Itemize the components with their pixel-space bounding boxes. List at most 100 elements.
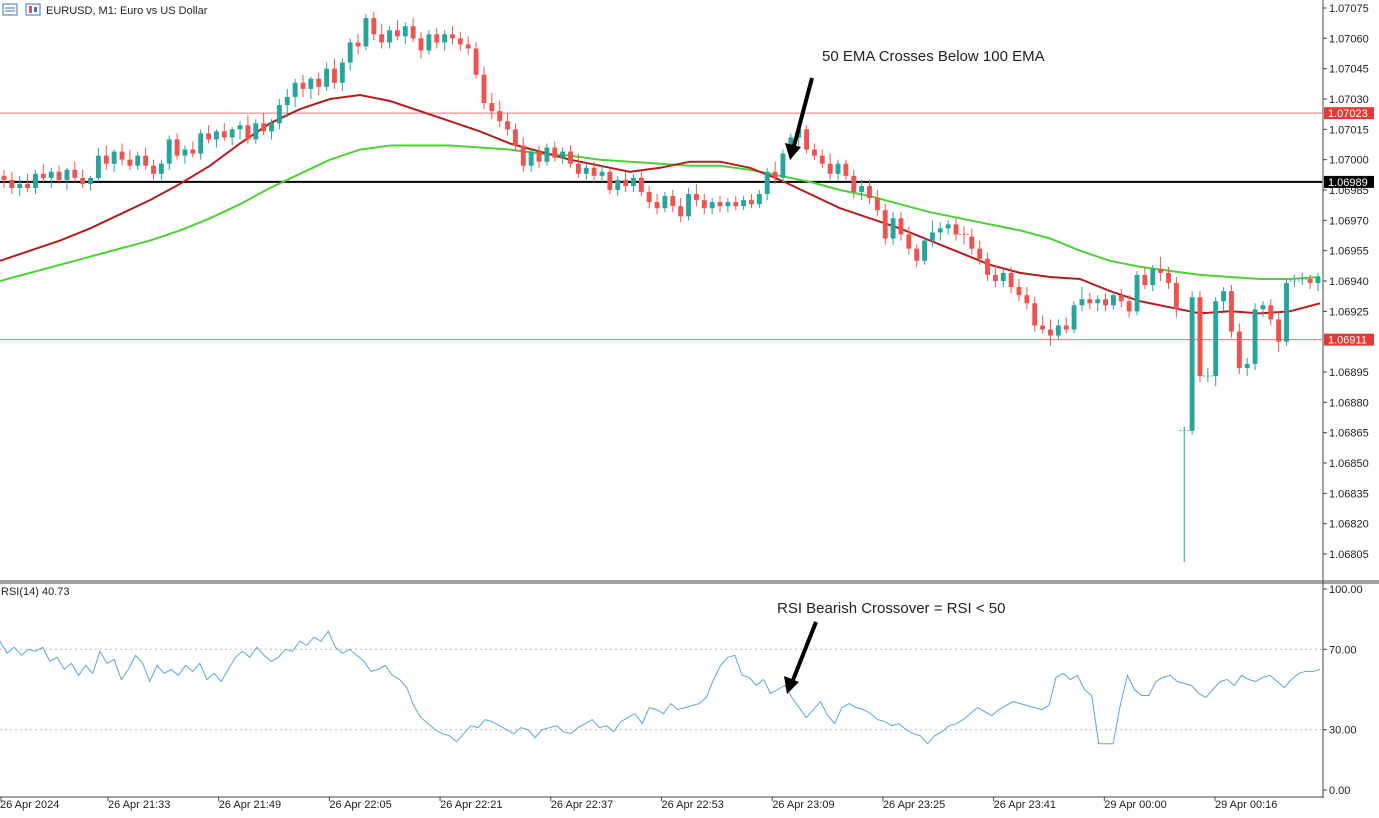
candle-body — [269, 123, 274, 132]
candle-body — [914, 248, 920, 261]
candle-body — [701, 200, 707, 209]
time-tick-label: 26 Apr 21:33 — [108, 799, 170, 811]
candle-body — [1016, 287, 1022, 296]
price-tick-label: 1.06970 — [1329, 215, 1369, 227]
candle-body — [489, 103, 495, 112]
candle-body — [1284, 283, 1289, 342]
candle-body — [410, 26, 416, 39]
candle-body — [607, 171, 613, 191]
candle-body — [347, 42, 353, 63]
rsi-tick-label: 70.00 — [1329, 644, 1357, 656]
rsi-cross-annotation: RSI Bearish Crossover = RSI < 50 — [777, 600, 1005, 617]
candle-body — [599, 171, 605, 176]
candle-body — [1126, 301, 1132, 312]
candle-body — [583, 167, 589, 174]
candle-body — [95, 155, 101, 178]
price-tag-label: 1.06989 — [1328, 177, 1368, 189]
price-tick-label: 1.07030 — [1329, 94, 1369, 106]
candle-body — [103, 155, 109, 164]
candle-body — [308, 78, 314, 89]
candle-body — [1055, 325, 1061, 336]
candle-body — [1189, 297, 1195, 431]
candle-body — [166, 139, 172, 164]
candle-body — [1166, 272, 1171, 284]
candle-body — [261, 123, 267, 132]
candles-icon[interactable] — [25, 3, 41, 16]
rsi-line — [0, 630, 1321, 745]
candle-body — [1087, 299, 1093, 304]
candle-body — [969, 236, 975, 249]
candle-body — [890, 218, 896, 239]
candle-body — [1048, 329, 1053, 336]
time-tick-label: 26 Apr 22:21 — [440, 799, 502, 811]
candle-body — [1118, 295, 1124, 302]
candle-body — [284, 96, 290, 106]
candle-body — [450, 34, 455, 39]
rsi-pane — [0, 630, 1322, 745]
price-tags: 1.07023 1.06989 1.06911 — [1324, 107, 1374, 347]
candle-body — [1197, 297, 1203, 377]
price-tick-label: 1.07000 — [1329, 155, 1369, 167]
rsi-label: RSI(14) 40.73 — [1, 586, 69, 598]
candle-body — [1213, 301, 1219, 377]
candle-body — [465, 44, 471, 49]
price-tick-label: 1.07060 — [1329, 33, 1369, 45]
candle-body — [662, 196, 668, 209]
candle-body — [151, 165, 156, 174]
candle-body — [1071, 305, 1077, 330]
candle-body — [985, 258, 990, 275]
candle-body — [253, 123, 259, 140]
candle-body — [811, 149, 817, 156]
price-tick-label: 1.06895 — [1329, 367, 1369, 379]
price-axis: 1.07075 1.07060 1.07045 1.07030 1.07015 1.070… — [1323, 3, 1369, 797]
candle-body — [190, 149, 196, 154]
candle-body — [670, 196, 676, 207]
candle-body — [394, 30, 400, 37]
time-axis: 26 Apr 2024 26 Apr 21:33 26 Apr 21:49 26 Ap… — [0, 797, 1277, 811]
candle-body — [158, 163, 164, 174]
candle-body — [1095, 299, 1101, 304]
time-tick-label: 29 Apr 00:16 — [1215, 799, 1277, 811]
candle-body — [843, 163, 849, 176]
candle-body — [276, 105, 282, 124]
candle-body — [1024, 295, 1030, 304]
price-tag-box — [1324, 107, 1374, 120]
candle-body — [851, 175, 857, 193]
candle-body — [874, 198, 880, 211]
candle-body — [363, 18, 369, 47]
price-tick-label: 1.07075 — [1329, 3, 1369, 15]
candle-body — [332, 68, 337, 83]
candle-body — [497, 111, 503, 122]
ema-cross-annotation: 50 EMA Crosses Below 100 EMA — [822, 48, 1045, 65]
candle-body — [693, 194, 699, 201]
candle-body — [1315, 276, 1321, 284]
candle-body — [575, 163, 581, 174]
rsi-tick-label: 30.00 — [1329, 725, 1357, 737]
price-tick-label: 1.06865 — [1329, 428, 1369, 440]
candle-body — [772, 171, 778, 178]
candle-body — [300, 82, 306, 89]
candle-body — [182, 149, 188, 156]
candle-body — [56, 171, 62, 180]
candle-body — [953, 224, 959, 235]
candle-body — [709, 202, 715, 209]
candle-body — [40, 173, 46, 178]
candle-body — [119, 151, 125, 160]
candle-body — [316, 78, 322, 87]
price-tick-label: 1.06820 — [1329, 519, 1369, 531]
candle-body — [638, 177, 644, 193]
candle-body — [1, 175, 7, 180]
candle-body — [143, 155, 149, 166]
candle-body — [198, 133, 204, 154]
candle-body — [127, 159, 133, 166]
candle-body — [387, 30, 392, 43]
ema-lines — [0, 93, 1321, 315]
candle-body — [1150, 268, 1156, 286]
header: EURUSD, M1: Euro vs US Dollar — [2, 3, 208, 17]
chart-window-icon[interactable] — [2, 3, 18, 16]
candle-body — [324, 68, 330, 87]
candle-body — [1000, 272, 1006, 282]
price-tick-label: 1.07045 — [1329, 64, 1369, 76]
candle-body — [568, 151, 573, 164]
